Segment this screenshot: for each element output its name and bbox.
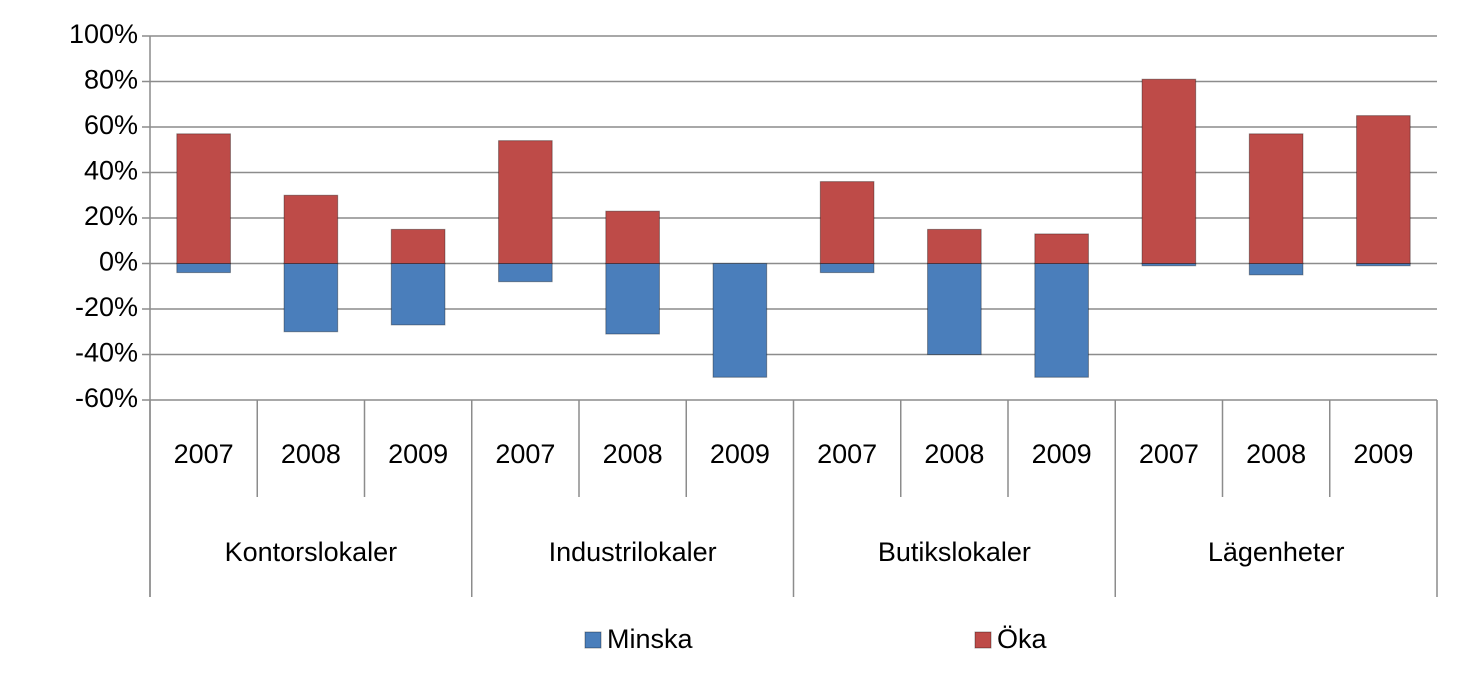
y-tick-label: 80%	[84, 65, 138, 95]
legend-label: Minska	[607, 624, 694, 654]
bar	[927, 263, 982, 355]
group-label: Butikslokaler	[878, 537, 1031, 567]
x-tick-label: 2009	[710, 439, 770, 469]
bar	[927, 228, 982, 264]
bar	[498, 140, 553, 264]
bar	[605, 210, 660, 265]
bar	[819, 263, 875, 274]
y-tick-label: -20%	[75, 292, 138, 322]
bar	[819, 181, 875, 265]
bar	[1356, 115, 1411, 264]
y-tick-label: 0%	[99, 247, 138, 277]
x-tick-label: 2009	[1353, 439, 1413, 469]
x-tick-label: 2007	[495, 439, 555, 469]
bar	[1034, 263, 1089, 378]
legend-swatch	[584, 631, 602, 649]
x-tick-label: 2009	[1032, 439, 1092, 469]
bar	[176, 133, 231, 264]
bar	[1248, 263, 1304, 276]
bar	[283, 194, 339, 264]
y-tick-label: 100%	[69, 19, 138, 49]
y-tick-label: 60%	[84, 110, 138, 140]
group-label: Lägenheter	[1208, 537, 1345, 567]
group-label: Kontorslokaler	[225, 537, 398, 567]
bar	[390, 228, 446, 264]
x-tick-label: 2007	[817, 439, 877, 469]
bar	[498, 263, 553, 283]
legend-label: Öka	[997, 624, 1048, 654]
x-tick-label: 2008	[924, 439, 984, 469]
x-tick-label: 2008	[603, 439, 663, 469]
x-tick-label: 2007	[1139, 439, 1199, 469]
x-tick-label: 2009	[388, 439, 448, 469]
x-tick-label: 2008	[1246, 439, 1306, 469]
bar	[176, 263, 231, 274]
bar	[390, 263, 446, 326]
y-tick-label: -60%	[75, 383, 138, 413]
bar	[283, 263, 339, 333]
bar	[1248, 133, 1304, 264]
bar	[712, 263, 768, 378]
bar	[1141, 78, 1197, 264]
y-tick-label: -40%	[75, 338, 138, 368]
bar	[1034, 233, 1089, 265]
x-tick-label: 2007	[174, 439, 234, 469]
y-tick-label: 20%	[84, 201, 138, 231]
group-label: Industrilokaler	[549, 537, 717, 567]
legend-swatch	[974, 631, 992, 649]
y-tick-label: 40%	[84, 156, 138, 186]
x-tick-label: 2008	[281, 439, 341, 469]
bar	[605, 263, 660, 335]
